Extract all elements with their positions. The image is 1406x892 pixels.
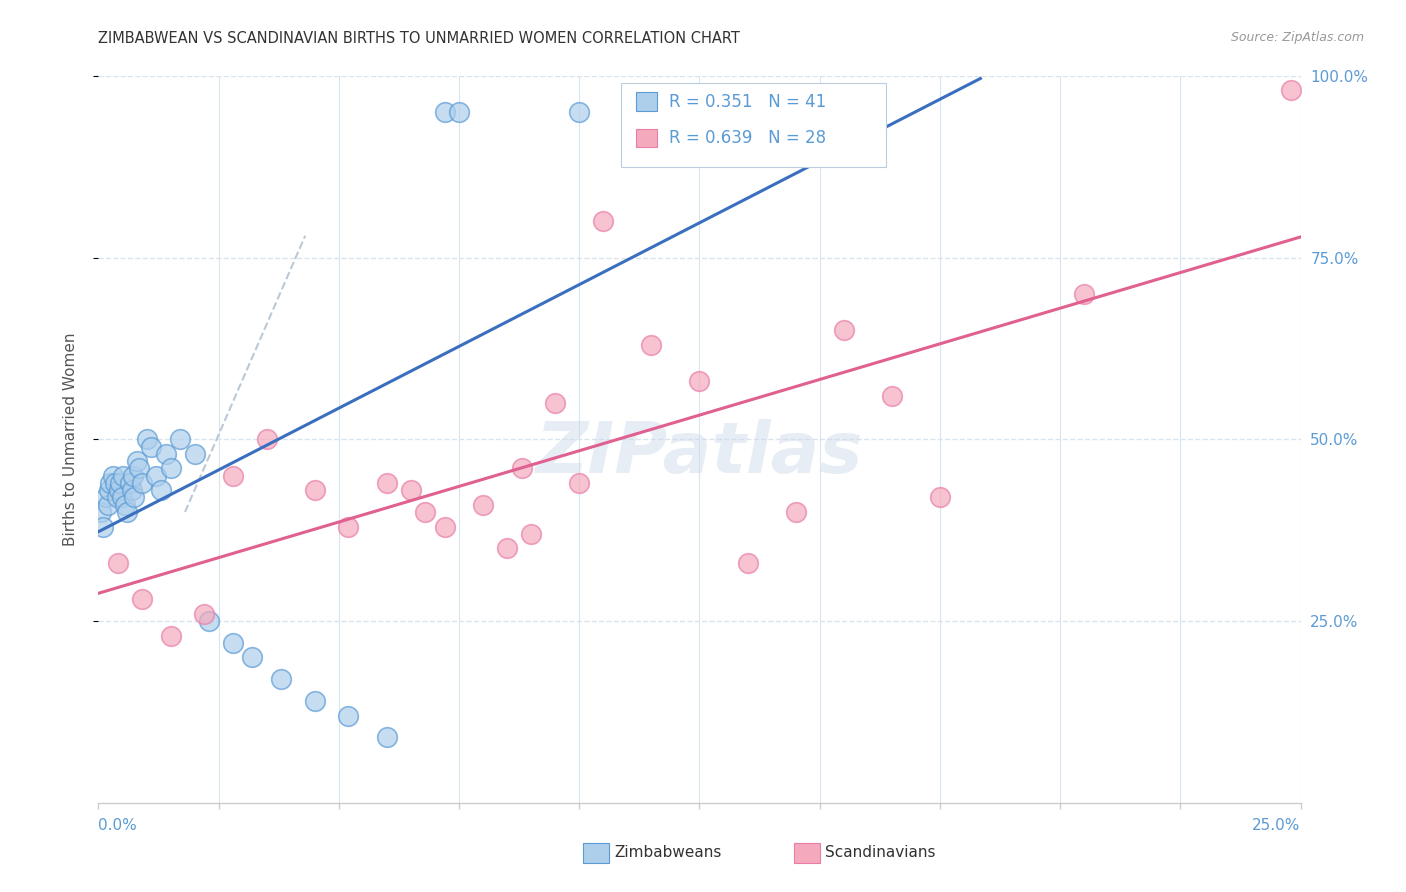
Point [198, 614, 221, 628]
Point [105, 491, 128, 505]
Point [111, 491, 134, 505]
Point [169, 433, 191, 447]
Point [337, 708, 360, 723]
Text: R = 0.351   N = 41: R = 0.351 N = 41 [669, 93, 827, 111]
FancyBboxPatch shape [636, 93, 658, 111]
Text: R = 0.639   N = 28: R = 0.639 N = 28 [669, 129, 827, 147]
Point [880, 389, 903, 403]
Point [544, 396, 567, 410]
Point [145, 468, 167, 483]
Point [222, 636, 245, 650]
Point [222, 468, 245, 483]
Point [304, 694, 326, 708]
Point [128, 461, 150, 475]
Point [415, 505, 437, 519]
Point [256, 433, 278, 447]
Point [568, 475, 591, 490]
Point [270, 672, 292, 686]
Point [91, 519, 114, 533]
Point [159, 629, 181, 643]
Point [304, 483, 326, 498]
Point [375, 731, 398, 745]
Point [193, 607, 215, 621]
Point [155, 447, 177, 461]
Point [433, 105, 456, 120]
FancyBboxPatch shape [636, 128, 658, 147]
Point [131, 592, 153, 607]
Point [108, 475, 131, 490]
Point [104, 475, 127, 490]
Point [240, 650, 263, 665]
Point [121, 483, 143, 498]
Point [141, 440, 163, 454]
Point [337, 519, 360, 533]
Point [90, 505, 112, 519]
Point [122, 468, 145, 483]
Point [737, 556, 759, 570]
Point [592, 214, 614, 228]
Text: Zimbabweans: Zimbabweans [614, 846, 721, 860]
Point [832, 323, 855, 337]
Point [114, 498, 136, 512]
Point [1279, 83, 1302, 97]
Point [183, 447, 205, 461]
Point [785, 505, 807, 519]
Point [447, 105, 470, 120]
Text: ZIPatlas: ZIPatlas [536, 419, 863, 488]
Point [131, 475, 153, 490]
Point [94, 491, 117, 505]
Point [159, 461, 181, 475]
Point [928, 491, 950, 505]
Text: 25.0%: 25.0% [1253, 818, 1301, 832]
Point [117, 505, 139, 519]
Point [640, 338, 662, 352]
Point [520, 526, 543, 541]
Text: ZIMBABWEAN VS SCANDINAVIAN BIRTHS TO UNMARRIED WOMEN CORRELATION CHART: ZIMBABWEAN VS SCANDINAVIAN BIRTHS TO UNM… [98, 31, 741, 46]
Point [689, 374, 711, 388]
Text: Source: ZipAtlas.com: Source: ZipAtlas.com [1230, 31, 1364, 45]
Point [433, 519, 456, 533]
Point [713, 90, 735, 104]
Point [107, 483, 129, 498]
FancyBboxPatch shape [621, 83, 886, 167]
Point [124, 491, 146, 505]
Point [149, 483, 172, 498]
Point [135, 433, 157, 447]
Point [1073, 287, 1095, 301]
Text: 0.0%: 0.0% [98, 818, 138, 832]
Point [97, 498, 120, 512]
Point [100, 475, 122, 490]
Y-axis label: Births to Unmarried Women: Births to Unmarried Women [63, 333, 77, 546]
Point [125, 454, 148, 468]
Point [101, 468, 124, 483]
Point [107, 556, 129, 570]
Text: Scandinavians: Scandinavians [825, 846, 936, 860]
Point [510, 461, 533, 475]
Point [112, 468, 135, 483]
Point [98, 483, 121, 498]
Point [118, 475, 141, 490]
Point [568, 105, 591, 120]
Point [375, 475, 398, 490]
Point [496, 541, 519, 556]
Point [399, 483, 422, 498]
Point [472, 498, 495, 512]
